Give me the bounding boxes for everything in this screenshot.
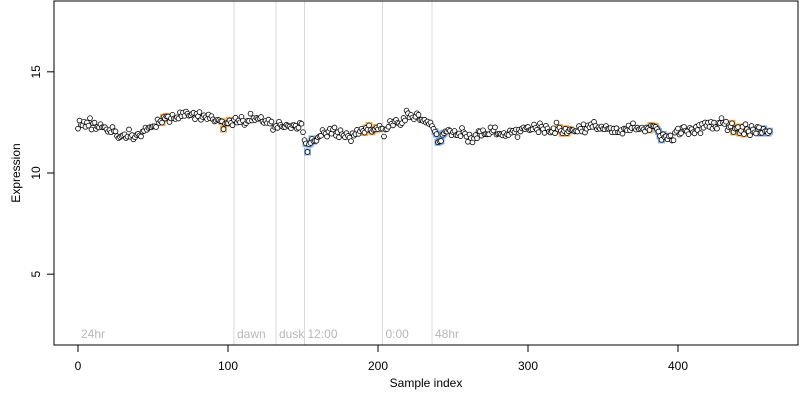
- data-point: [366, 122, 372, 129]
- data-point: [87, 115, 93, 121]
- y-tick-label: 5: [29, 271, 43, 278]
- period-lines: 24hr dawn dusk 12:00 0:00 48hr: [81, 1, 459, 345]
- data-point: [415, 112, 422, 118]
- data-point: [553, 119, 560, 126]
- data-point: [220, 126, 227, 132]
- data-point: [535, 129, 542, 135]
- data-point: [91, 119, 98, 126]
- data-point: [685, 131, 692, 137]
- data-point: [514, 134, 521, 140]
- data-point: [438, 138, 444, 144]
- data-point: [729, 120, 735, 127]
- data-point: [75, 125, 81, 132]
- data-point: [474, 135, 480, 142]
- data-point: [492, 124, 498, 131]
- data-point: [714, 125, 720, 132]
- y-tick-label: 10: [29, 166, 43, 180]
- data-point: [697, 130, 704, 137]
- data-point: [742, 121, 749, 128]
- data-point: [88, 126, 95, 133]
- data-point: [678, 130, 684, 136]
- data-point: [112, 128, 119, 135]
- data-point: [655, 128, 662, 135]
- data-points: [75, 107, 773, 155]
- data-point: [381, 133, 387, 140]
- data-point: [298, 120, 305, 127]
- x-tick-label: 200: [368, 359, 388, 373]
- period-label: 12:00: [308, 327, 338, 341]
- x-tick-label: 100: [218, 359, 238, 373]
- period-label: dusk: [279, 327, 305, 341]
- period-label: 24hr: [81, 327, 105, 341]
- data-point: [619, 130, 626, 137]
- data-point: [630, 120, 636, 127]
- data-point: [580, 121, 587, 128]
- data-point: [247, 110, 254, 117]
- data-point: [229, 122, 236, 129]
- data-point: [159, 119, 165, 126]
- period-label: dawn: [237, 327, 266, 341]
- x-axis: 0 100 200 300 400: [75, 344, 688, 373]
- y-tick-label: 15: [29, 65, 43, 79]
- data-point: [196, 109, 203, 115]
- data-point: [331, 124, 338, 131]
- y-axis: 5 10 15: [29, 65, 55, 278]
- data-point: [747, 132, 753, 139]
- data-point: [295, 124, 302, 131]
- data-point: [718, 115, 725, 121]
- data-point: [741, 131, 747, 137]
- x-tick-label: 300: [518, 359, 538, 373]
- data-point: [126, 126, 132, 133]
- plot-frame: [53, 0, 799, 346]
- data-point: [667, 132, 674, 139]
- data-point: [756, 124, 762, 131]
- x-axis-title: Sample index: [390, 376, 463, 390]
- data-point: [675, 125, 681, 132]
- data-point: [402, 117, 408, 124]
- data-point: [153, 124, 159, 130]
- x-tick-label: 400: [668, 359, 688, 373]
- data-point: [550, 125, 557, 132]
- data-point: [766, 128, 773, 134]
- data-point: [753, 130, 759, 137]
- data-point: [541, 130, 548, 136]
- data-point: [324, 133, 330, 140]
- period-label: 0:00: [386, 327, 410, 341]
- data-point: [433, 131, 440, 137]
- data-point: [552, 130, 558, 137]
- data-point: [670, 137, 677, 144]
- data-point: [348, 138, 354, 144]
- data-point: [138, 133, 144, 140]
- data-point: [300, 129, 306, 135]
- period-label: 48hr: [435, 327, 459, 341]
- data-point: [723, 118, 729, 125]
- data-point: [457, 133, 464, 139]
- data-point: [85, 122, 92, 129]
- data-point: [711, 119, 717, 126]
- data-point: [258, 114, 264, 120]
- data-point: [304, 149, 311, 155]
- y-axis-title: Expression: [9, 143, 23, 202]
- data-point: [691, 130, 698, 137]
- x-tick-label: 0: [75, 359, 82, 373]
- data-point: [268, 118, 275, 125]
